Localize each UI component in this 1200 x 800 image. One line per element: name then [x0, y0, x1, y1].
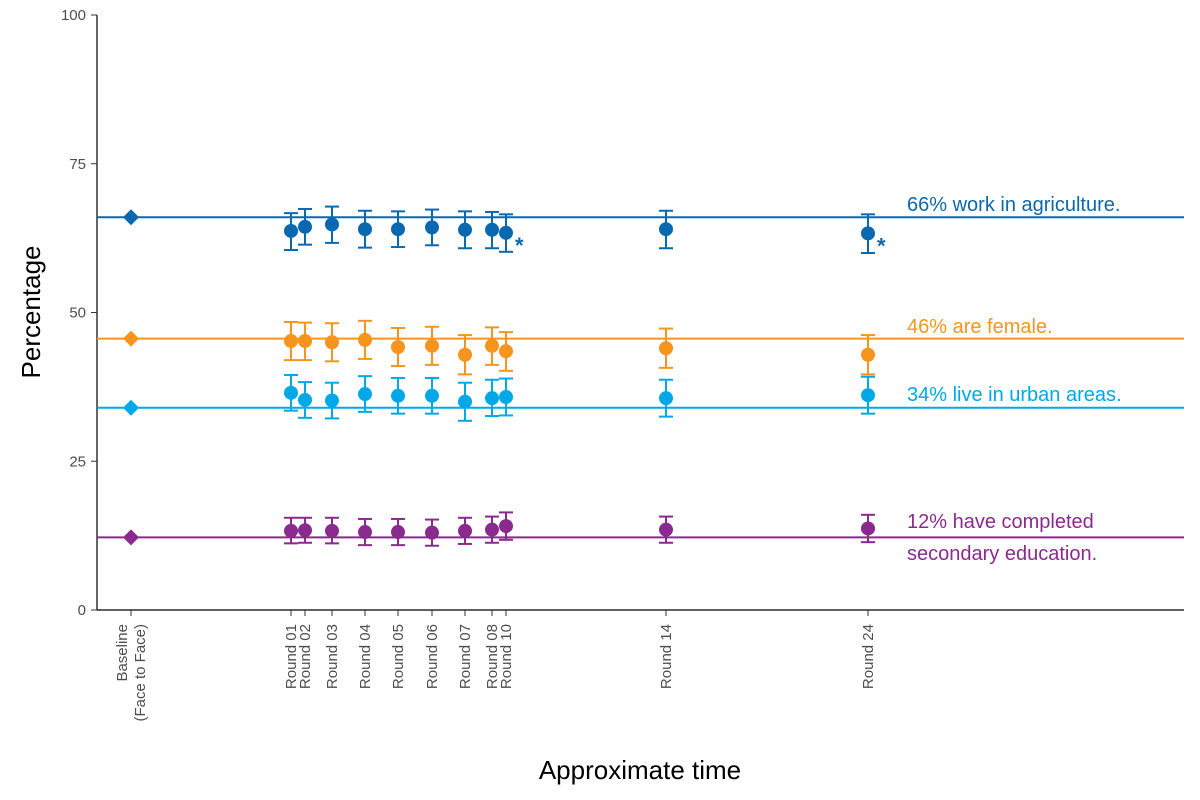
data-point: [458, 347, 472, 362]
significance-star: *: [877, 233, 886, 258]
data-point: [325, 523, 339, 538]
data-point: [284, 223, 298, 238]
data-point: [861, 521, 875, 536]
data-point: [659, 522, 673, 537]
data-point: [298, 392, 312, 407]
y-tick-label: 50: [69, 305, 86, 322]
data-point: [659, 391, 673, 406]
data-point: [358, 222, 372, 237]
data-point: [298, 219, 312, 234]
series-label: 66% work in agriculture.: [907, 194, 1120, 216]
data-point: [391, 222, 405, 237]
x-tick-label: (Face to Face): [132, 624, 149, 722]
data-point: [485, 338, 499, 353]
data-point: [284, 523, 298, 538]
axes: 0 25 50 75 100 Baseline (Face to Face) Round 01…: [61, 7, 1184, 722]
data-point: [284, 385, 298, 400]
x-tick-label: Round 07: [457, 624, 474, 689]
data-point: [485, 522, 499, 537]
y-tick-label: 75: [69, 156, 86, 173]
baseline-point: [123, 529, 139, 546]
data-point: [861, 226, 875, 241]
data-point: [298, 523, 312, 538]
x-axis-title: Approximate time: [539, 755, 741, 785]
data-point: [425, 388, 439, 403]
data-point: [425, 220, 439, 235]
data-points: * *: [123, 209, 886, 546]
y-axis-title: Percentage: [16, 246, 46, 379]
data-point: [659, 341, 673, 356]
series-labels: 66% work in agriculture. 46% are female. 3…: [907, 194, 1122, 565]
data-point: [485, 391, 499, 406]
x-tick-label: Round 24: [860, 624, 877, 689]
x-tick-label: Round 03: [324, 624, 341, 689]
series-label: 46% are female.: [907, 316, 1053, 338]
data-point: [298, 334, 312, 349]
data-point: [861, 388, 875, 403]
x-tick-label: Round 05: [390, 624, 407, 689]
x-tick-label: Round 10: [498, 624, 515, 689]
data-point: [325, 335, 339, 350]
data-point: [391, 340, 405, 355]
data-point: [425, 525, 439, 540]
x-tick-label: Round 02: [297, 624, 314, 689]
y-tick-label: 25: [69, 453, 86, 470]
data-point: [391, 388, 405, 403]
baseline-point: [123, 330, 139, 347]
x-tick-label: Round 08: [484, 624, 501, 689]
x-tick-label: Round 14: [658, 624, 675, 689]
data-point: [485, 222, 499, 237]
data-point: [659, 222, 673, 237]
data-point: [499, 344, 513, 359]
baseline-point: [123, 399, 139, 416]
x-tick-label: Round 04: [357, 624, 374, 689]
data-point: [499, 225, 513, 240]
data-point: [458, 523, 472, 538]
series-label: secondary education.: [907, 543, 1097, 565]
data-point: [358, 332, 372, 347]
baselines: [97, 216, 1184, 539]
data-point: [284, 334, 298, 349]
y-tick-label: 0: [78, 602, 86, 619]
data-point: [358, 387, 372, 402]
x-tick-label: Round 06: [424, 624, 441, 689]
data-point: [499, 389, 513, 404]
y-tick-label: 100: [61, 7, 86, 24]
series-label: 12% have completed: [907, 511, 1094, 533]
x-tick-label: Baseline: [114, 624, 131, 682]
data-point: [458, 222, 472, 237]
error-bars: [284, 205, 875, 547]
significance-star: *: [515, 233, 524, 258]
data-point: [861, 347, 875, 362]
data-point: [325, 393, 339, 408]
x-tick-label: Round 01: [283, 624, 300, 689]
data-point: [458, 394, 472, 409]
series-label: 34% live in urban areas.: [907, 384, 1122, 406]
data-point: [325, 217, 339, 232]
baseline-point: [123, 209, 139, 226]
data-point: [499, 519, 513, 534]
data-point: [425, 338, 439, 353]
data-point: [391, 525, 405, 540]
data-point: [358, 525, 372, 540]
